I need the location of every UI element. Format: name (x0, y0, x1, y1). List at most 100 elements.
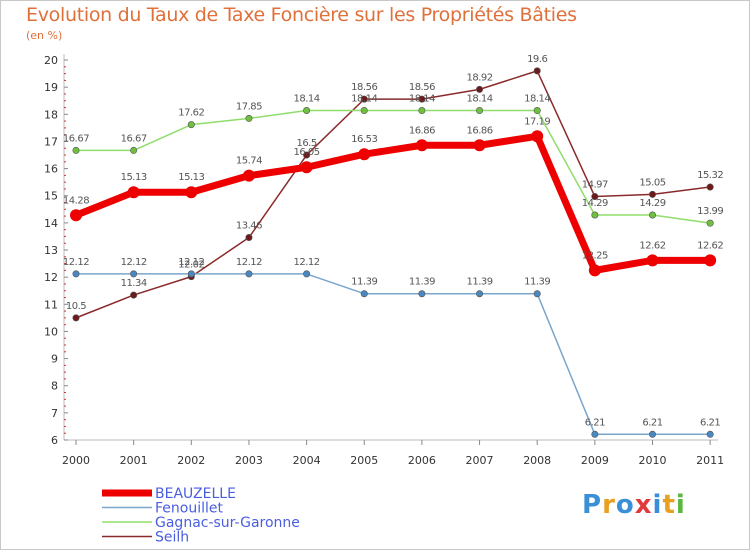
data-point (531, 130, 544, 143)
data-point (187, 121, 195, 129)
data-point (130, 146, 138, 154)
logo-letter: x (634, 490, 653, 520)
y-tick-label: 19 (44, 81, 58, 94)
y-tick-label: 6 (51, 434, 58, 447)
x-tick-label: 2010 (639, 454, 667, 467)
y-tick-label: 11 (44, 298, 58, 311)
legend-entry: Seilh (155, 530, 189, 546)
data-point (242, 169, 255, 182)
data-point (476, 290, 484, 298)
logo-letter: P (582, 490, 603, 520)
data-point (704, 254, 717, 267)
x-tick-label: 2011 (696, 454, 724, 467)
unit-label: (en %) (26, 29, 63, 42)
data-point (418, 107, 426, 115)
data-label: 14.28 (63, 195, 89, 206)
data-point (72, 314, 80, 322)
data-label: 12.12 (121, 257, 147, 268)
data-label: 11.39 (466, 277, 492, 288)
data-point (591, 430, 599, 438)
legend-entry: Gagnac-sur-Garonne (155, 515, 300, 531)
data-label: 12.12 (63, 257, 89, 268)
data-point (591, 193, 599, 201)
data-label: 18.14 (466, 94, 492, 105)
data-label: 11.39 (524, 277, 550, 288)
y-tick-label: 17 (44, 135, 58, 148)
data-label: 18.14 (351, 94, 377, 105)
data-point (185, 186, 198, 199)
data-label: 15.13 (121, 172, 147, 183)
data-label: 18.56 (409, 82, 435, 93)
data-point (418, 290, 426, 298)
data-point (72, 146, 80, 154)
data-label: 16.5 (296, 138, 316, 149)
logo-letter: i (675, 490, 686, 520)
y-tick-label: 12 (44, 271, 58, 284)
data-label: 12.12 (236, 257, 262, 268)
data-label: 18.56 (351, 82, 377, 93)
data-label: 16.67 (63, 133, 89, 144)
data-point (648, 190, 656, 198)
data-label: 17.85 (236, 101, 262, 112)
x-tick-label: 2005 (350, 454, 378, 467)
data-point (533, 67, 541, 75)
y-tick-label: 7 (51, 407, 58, 420)
data-label: 19.6 (527, 54, 547, 65)
y-tick-label: 15 (44, 190, 58, 203)
data-label: 12.62 (639, 240, 665, 251)
data-label: 12.25 (582, 250, 608, 261)
data-point (418, 95, 426, 103)
data-point (187, 270, 195, 278)
data-point (473, 139, 486, 152)
data-label: 6.21 (642, 417, 662, 428)
data-label: 10.5 (66, 301, 86, 312)
data-point (72, 270, 80, 278)
data-label: 14.29 (582, 198, 608, 209)
y-tick-label: 18 (44, 108, 58, 121)
data-point (300, 161, 313, 174)
data-point (588, 264, 601, 277)
legend: BEAUZELLEFenouilletGagnac-sur-GaronneSei… (102, 486, 300, 546)
x-tick-label: 2003 (235, 454, 263, 467)
data-label: 16.86 (409, 125, 435, 136)
data-label: 12.02 (178, 260, 204, 271)
data-label: 11.34 (121, 278, 147, 289)
data-label: 18.92 (466, 72, 492, 83)
data-point (360, 290, 368, 298)
data-label: 11.39 (409, 277, 435, 288)
data-label: 17.62 (178, 108, 204, 119)
data-point (360, 95, 368, 103)
data-point (245, 234, 253, 242)
proxiti-logo: Proxiti (582, 490, 686, 520)
axes: 6 7 8 9 10 11 12 13 14 15 16 17 18 19 20 2000 2001 2002 20… (44, 54, 724, 467)
data-label: 18.14 (294, 94, 320, 105)
x-tick-label: 2000 (62, 454, 90, 467)
data-point (70, 209, 82, 222)
data-point (303, 270, 311, 278)
data-label: 17.19 (524, 116, 550, 127)
y-tick-label: 20 (44, 54, 58, 67)
data-label: 15.74 (236, 156, 262, 167)
series-line-gagnac-sur-garonne (75, 109, 711, 224)
logo-letter: i (652, 490, 663, 520)
series-line-fenouillet (75, 273, 711, 436)
data-point (533, 107, 541, 115)
legend-entry: BEAUZELLE (155, 486, 236, 502)
chart-title: Evolution du Taux de Taxe Foncière sur l… (26, 4, 577, 26)
data-label: 12.12 (178, 257, 204, 268)
y-tick-label: 8 (51, 380, 58, 393)
data-label: 16.67 (121, 133, 147, 144)
data-label: 13.99 (697, 206, 723, 217)
data-labels-layer: 10.5 11.34 12.02 13.46 16.5 18.56 18.56 18.92 19… (63, 54, 724, 428)
x-tick-label: 2001 (120, 454, 148, 467)
y-tick-label: 9 (51, 353, 58, 366)
data-point (303, 107, 311, 115)
data-label: 14.97 (582, 180, 608, 191)
data-label: 16.53 (351, 134, 377, 145)
data-label: 12.12 (294, 257, 320, 268)
logo-letter: r (602, 490, 616, 520)
series-layer (70, 67, 717, 438)
x-tick-label: 2007 (466, 454, 494, 467)
